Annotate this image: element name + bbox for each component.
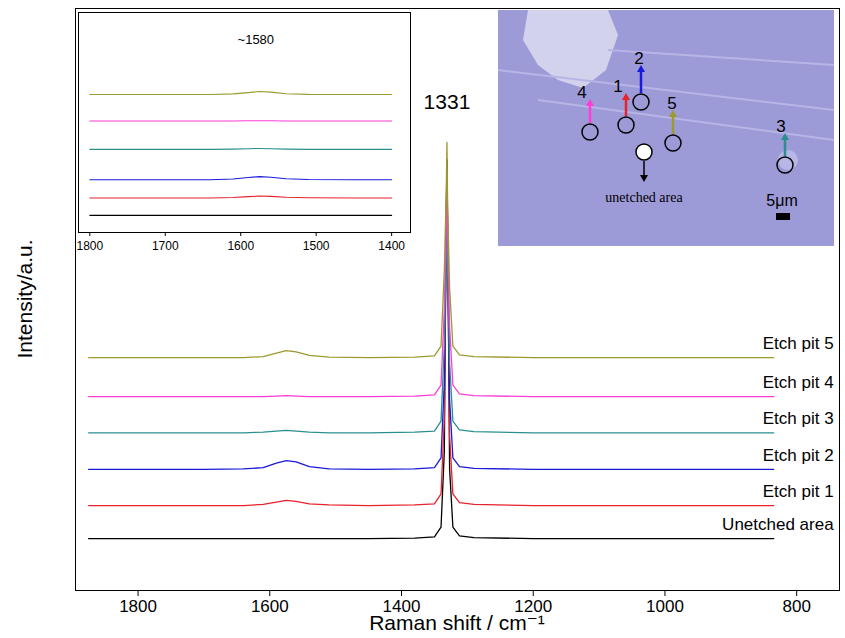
svg-text:1400: 1400 [378, 239, 405, 253]
svg-text:Etch pit 5: Etch pit 5 [763, 334, 834, 353]
svg-text:1600: 1600 [251, 597, 289, 616]
svg-text:Intensity/a.u.: Intensity/a.u. [13, 239, 36, 358]
svg-text:Etch pit 1: Etch pit 1 [763, 482, 834, 501]
svg-text:Raman shift / cm⁻¹: Raman shift / cm⁻¹ [369, 611, 545, 634]
svg-text:1700: 1700 [152, 239, 179, 253]
svg-text:1200: 1200 [514, 596, 553, 616]
svg-text:3: 3 [776, 117, 785, 136]
svg-text:1400: 1400 [382, 596, 421, 616]
svg-text:1600: 1600 [227, 239, 254, 253]
svg-text:1331: 1331 [424, 90, 471, 113]
svg-text:Etch pit 4: Etch pit 4 [763, 373, 834, 392]
svg-text:~1580: ~1580 [238, 32, 275, 47]
svg-text:5: 5 [667, 94, 676, 113]
svg-text:1800: 1800 [119, 597, 157, 616]
svg-text:1500: 1500 [303, 239, 330, 253]
svg-text:Etch pit 3: Etch pit 3 [763, 409, 834, 428]
svg-text:800: 800 [783, 597, 811, 616]
svg-text:5μm: 5μm [766, 192, 797, 209]
svg-text:1000: 1000 [646, 597, 684, 616]
svg-text:Unetched area: Unetched area [722, 515, 834, 534]
svg-text:2: 2 [634, 49, 643, 68]
svg-text:4: 4 [577, 83, 586, 102]
svg-text:1: 1 [613, 77, 622, 96]
svg-text:Etch pit 2: Etch pit 2 [763, 446, 834, 465]
svg-text:unetched area: unetched area [605, 190, 683, 205]
svg-text:1800: 1800 [76, 239, 103, 253]
